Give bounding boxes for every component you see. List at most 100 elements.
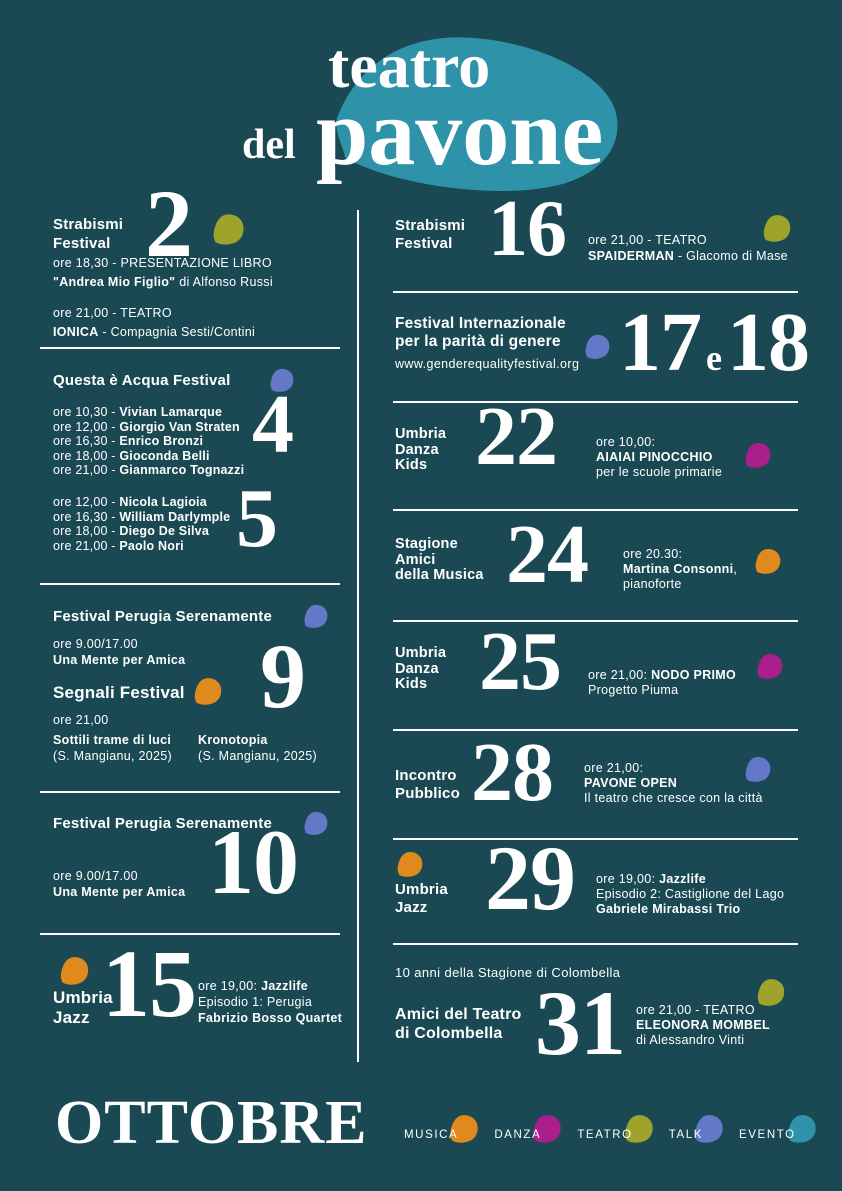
event-danzakids-day22: Umbria Danza Kids 22 ore 10,00: AIAIAI P…	[393, 395, 798, 511]
festival-url: www.genderequalityfestival.org	[395, 357, 580, 371]
category-danza-icon	[745, 442, 771, 468]
event-title: Strabismi Festival	[395, 217, 466, 252]
legend-label: TEATRO	[577, 1129, 633, 1141]
day-number: 2	[145, 170, 193, 277]
day-number: 22	[475, 390, 558, 483]
event-danzakids-day25: Umbria Danza Kids 25 ore 21,00: NODO PRI…	[393, 620, 798, 731]
legend-label: TALK	[668, 1129, 704, 1141]
event-title: Strabismi Festival	[53, 216, 124, 252]
event-strabismi-day2: Strabismi Festival 2 ore 18,30 - PRESENT…	[40, 176, 340, 349]
event-line: Episodio 1: Perugia	[198, 995, 313, 1009]
day-number: 31	[535, 972, 626, 1074]
event-line: ore 19,00: Jazzlife	[596, 872, 706, 886]
event-details: ore 21,00 - TEATRO ELEONORA MOMBEL di Al…	[636, 1003, 770, 1048]
legend-label: MUSICA	[404, 1129, 459, 1141]
event-details: ore 19,00: Jazzlife Episodio 2: Castigli…	[596, 872, 784, 917]
schedule-row: ore 21,00 - Gianmarco Tognazzi	[53, 463, 245, 477]
event-title: Umbria Jazz	[395, 881, 448, 916]
schedule-row: ore 21,00 - Paolo Nori	[53, 538, 184, 553]
category-legend: MUSICA DANZA TEATRO TALK EVENTO	[404, 1115, 816, 1152]
conjunction: e	[706, 338, 722, 378]
event-line: Fabrizio Bosso Quartet	[198, 1011, 343, 1025]
event-details: ore 20.30: Martina Consonni, pianoforte	[623, 547, 737, 592]
event-time: ore 20.30:	[623, 547, 683, 561]
title-word-del: del	[242, 122, 296, 168]
film-title: Kronotopia	[198, 733, 268, 747]
event-title: Umbria Danza Kids	[395, 426, 447, 473]
legend-item-talk: TALK	[668, 1115, 723, 1152]
event-title: Umbria Jazz	[53, 988, 113, 1027]
film-credit: (S. Mangianu, 2025)	[53, 749, 172, 763]
event-line: Una Mente per Amica	[53, 885, 186, 899]
event-details: ore 10,00: AIAIAI PINOCCHIO per le scuol…	[596, 435, 722, 480]
event-line: ore 19,00: Jazzlife	[198, 979, 308, 993]
day-number: 16	[488, 185, 567, 273]
event-line: ELEONORA MOMBEL	[636, 1018, 770, 1032]
event-line: pianoforte	[623, 577, 682, 591]
event-line: Episodio 2: Castiglione del Lago	[596, 887, 785, 901]
event-time: ore 9.00/17.00	[53, 869, 138, 883]
event-strabismi-day16: Strabismi Festival 16 ore 21,00 - TEATRO…	[393, 189, 798, 293]
legend-item-musica: MUSICA	[404, 1115, 478, 1152]
event-details: ore 21,00: NODO PRIMO Progetto Piuma	[588, 668, 736, 698]
event-title: Stagione Amici della Musica	[395, 536, 484, 583]
event-title: Questa è Acqua Festival	[53, 372, 231, 389]
schedule-row: ore 12,00 - Giorgio Van Straten	[53, 419, 240, 434]
event-details: ore 21,00 - TEATRO SPAIDERMAN - Glacomo …	[588, 232, 788, 264]
films-row: Sottili trame di luci (S. Mangianu, 2025…	[53, 732, 343, 764]
film-title: Sottili trame di luci	[53, 733, 172, 747]
event-umbriajazz-day15: Umbria Jazz 15 ore 19,00: Jazzlife Episo…	[40, 936, 355, 1055]
category-danza-icon	[757, 653, 783, 679]
title-word-teatro: teatro	[328, 30, 491, 101]
legend-label: DANZA	[494, 1129, 542, 1141]
legend-item-teatro: TEATRO	[577, 1115, 653, 1152]
day5-schedule: ore 12,00 - Nicola Lagioia ore 16,30 - W…	[53, 495, 230, 553]
day-number: 4	[252, 378, 294, 471]
event-line: Una Mente per Amica	[53, 653, 186, 667]
category-talk-icon	[304, 811, 328, 835]
legend-item-evento: EVENTO	[739, 1115, 816, 1152]
event-title: Umbria Danza Kids	[395, 645, 447, 692]
schedule-row: ore 16,30 - William Darlymple	[53, 509, 231, 524]
event-line: ore 21,00 - TEATRO	[636, 1003, 755, 1017]
event-title: Incontro Pubblico	[395, 767, 460, 802]
day-number: 29	[485, 827, 576, 929]
event-title: Festival Perugia Serenamente	[53, 815, 273, 832]
day-number: 9	[260, 625, 306, 727]
film-item: Sottili trame di luci (S. Mangianu, 2025…	[53, 732, 198, 764]
legend-label: EVENTO	[739, 1129, 796, 1141]
event-serenamente-day9: Festival Perugia Serenamente ore 9.00/17…	[40, 600, 340, 793]
legend-item-danza: DANZA	[494, 1115, 561, 1152]
segnali-title: Segnali Festival	[53, 683, 185, 702]
event-line: PAVONE OPEN	[584, 776, 678, 790]
category-talk-icon	[585, 334, 610, 359]
segnali-time: ore 21,00	[53, 713, 109, 727]
event-parita-di-genere: Festival Internazionale per la parità di…	[393, 293, 810, 403]
month-title: OTTOBRE	[55, 1089, 368, 1157]
event-title: Amici del Teatro di Colombella	[395, 1006, 522, 1042]
event-incontro-day28: Incontro Pubblico 28 ore 21,00: PAVONE O…	[393, 731, 798, 840]
event-line: ore 21,00 - TEATRO	[53, 306, 172, 320]
event-details: ore 19,00: Jazzlife Episodio 1: Perugia …	[198, 978, 342, 1026]
event-details: ore 21,00: PAVONE OPEN Il teatro che cre…	[584, 761, 763, 806]
event-line: AIAIAI PINOCCHIO	[596, 450, 713, 464]
day-number-range: 17 e 18	[619, 296, 810, 389]
day4-schedule: ore 10,30 - Vivian Lamarque ore 12,00 - …	[53, 405, 244, 478]
event-line: di Alessandro Vinti	[636, 1033, 745, 1047]
event-line: SPAIDERMAN - Glacomo di Mase	[588, 249, 788, 263]
event-line: ore 21,00: NODO PRIMO	[588, 668, 737, 682]
category-musica-icon	[397, 851, 423, 877]
title-word-pavone: pavone	[316, 81, 604, 185]
event-amicimusica-day24: Stagione Amici della Musica 24 ore 20.30…	[393, 511, 798, 622]
day-number: 10	[208, 811, 299, 913]
event-line: ore 18,30 - PRESENTAZIONE LIBRO	[53, 256, 272, 270]
category-teatro-icon	[763, 215, 791, 242]
event-line: per le scuole primarie	[596, 465, 723, 479]
schedule-row: ore 12,00 - Nicola Lagioia	[53, 495, 207, 509]
category-musica-icon	[755, 548, 781, 574]
event-colombella-day31: 10 anni della Stagione di Colombella Ami…	[393, 945, 798, 1069]
event-time: ore 9.00/17.00	[53, 637, 138, 651]
day-number: 18	[726, 296, 810, 389]
event-time: ore 21,00:	[584, 761, 644, 775]
